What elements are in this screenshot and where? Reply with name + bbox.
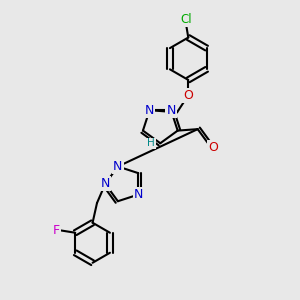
Text: Cl: Cl <box>180 13 192 26</box>
Text: F: F <box>53 224 60 237</box>
Text: O: O <box>183 89 193 102</box>
Text: N: N <box>145 104 154 117</box>
Text: N: N <box>134 188 143 201</box>
Text: N: N <box>113 160 122 173</box>
Text: N: N <box>100 177 110 190</box>
Text: N: N <box>166 104 176 117</box>
Text: H: H <box>147 138 155 148</box>
Text: O: O <box>208 141 218 154</box>
